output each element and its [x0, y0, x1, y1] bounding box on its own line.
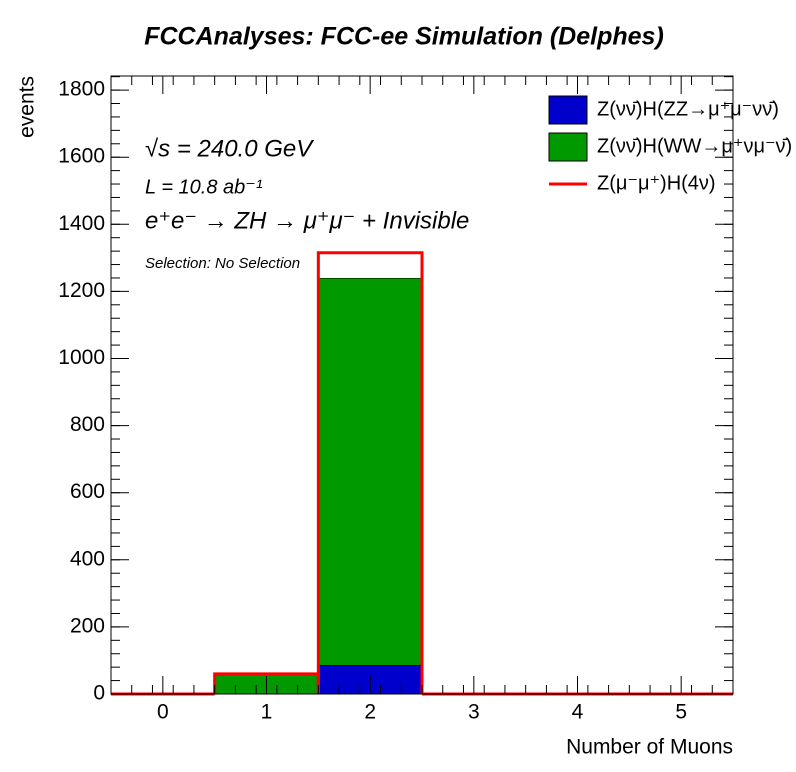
legend-label: Z(νν̄)H(ZZ→μ⁺μ⁻νν̄)	[597, 98, 779, 120]
chart-title: FCCAnalyses: FCC-ee Simulation (Delphes)	[144, 23, 664, 51]
x-tick-label: 0	[157, 701, 169, 724]
legend-swatch	[548, 95, 588, 125]
y-tick-label: 800	[70, 413, 105, 436]
legend-label: Z(μ⁻μ⁺)H(4ν)	[597, 172, 716, 194]
x-tick-label: 3	[468, 701, 480, 724]
annotation: e⁺e⁻ → ZH → μ⁺μ⁻ + Invisible	[145, 207, 469, 234]
bar-segment	[318, 252, 422, 278]
y-tick-label: 1200	[58, 279, 105, 302]
bar	[317, 277, 423, 666]
y-tick-label: 1800	[58, 78, 105, 101]
y-tick-label: 1000	[58, 346, 105, 369]
legend-swatch	[548, 132, 588, 162]
x-tick-label: 5	[675, 701, 687, 724]
x-tick-label: 1	[261, 701, 273, 724]
y-tick-label: 200	[70, 614, 105, 637]
annotation: Selection: No Selection	[145, 255, 300, 272]
annotation: L = 10.8 ab⁻¹	[145, 176, 263, 198]
x-axis-label: Number of Muons	[566, 736, 733, 759]
y-axis-label: events	[16, 76, 39, 138]
x-tick-label: 4	[572, 701, 584, 724]
y-tick-label: 0	[93, 682, 105, 705]
y-tick-label: 600	[70, 480, 105, 503]
annotation: √s = 240.0 GeV	[145, 135, 314, 162]
legend-label: Z(νν̄)H(WW→μ⁺νμ⁻ν̄)	[597, 135, 792, 157]
y-tick-label: 1600	[58, 145, 105, 168]
bar-outline	[316, 251, 424, 694]
y-tick-label: 400	[70, 547, 105, 570]
x-tick-label: 2	[364, 701, 376, 724]
y-tick-label: 1400	[58, 212, 105, 235]
